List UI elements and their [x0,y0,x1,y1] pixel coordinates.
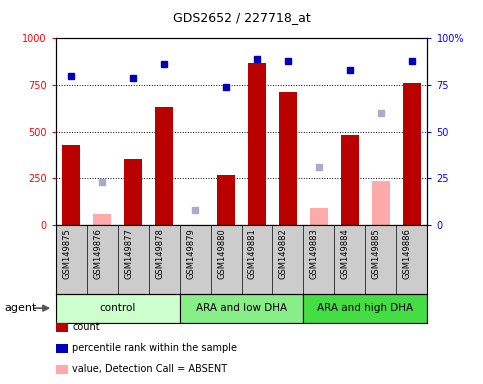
Bar [372,181,390,225]
Text: GSM149882: GSM149882 [279,228,288,279]
Text: ARA and low DHA: ARA and low DHA [196,303,287,313]
Text: agent: agent [5,303,37,313]
Text: percentile rank within the sample: percentile rank within the sample [72,343,238,353]
Text: value, Detection Call = ABSENT: value, Detection Call = ABSENT [72,364,227,374]
Bar [56,294,180,323]
Text: GSM149883: GSM149883 [310,228,319,279]
Bar [124,159,142,225]
Bar [403,83,421,225]
Text: GDS2652 / 227718_at: GDS2652 / 227718_at [172,12,311,25]
Bar [248,63,266,225]
Text: GSM149875: GSM149875 [62,228,71,279]
Text: control: control [99,303,136,313]
Bar [303,294,427,323]
Bar [279,93,297,225]
Text: GSM149877: GSM149877 [124,228,133,279]
Text: GSM149880: GSM149880 [217,228,226,279]
Text: ARA and high DHA: ARA and high DHA [317,303,413,313]
Text: GSM149886: GSM149886 [403,228,412,279]
Bar [217,175,235,225]
Bar [180,294,303,323]
Bar [310,208,328,225]
Text: GSM149884: GSM149884 [341,228,350,279]
Text: GSM149879: GSM149879 [186,228,195,279]
Text: GSM149878: GSM149878 [155,228,164,279]
Bar [62,144,80,225]
Text: count: count [72,322,100,332]
Text: GSM149876: GSM149876 [93,228,102,279]
Bar [155,107,173,225]
Text: GSM149885: GSM149885 [372,228,381,279]
Text: GSM149881: GSM149881 [248,228,257,279]
Bar [93,214,112,225]
Bar [341,135,359,225]
